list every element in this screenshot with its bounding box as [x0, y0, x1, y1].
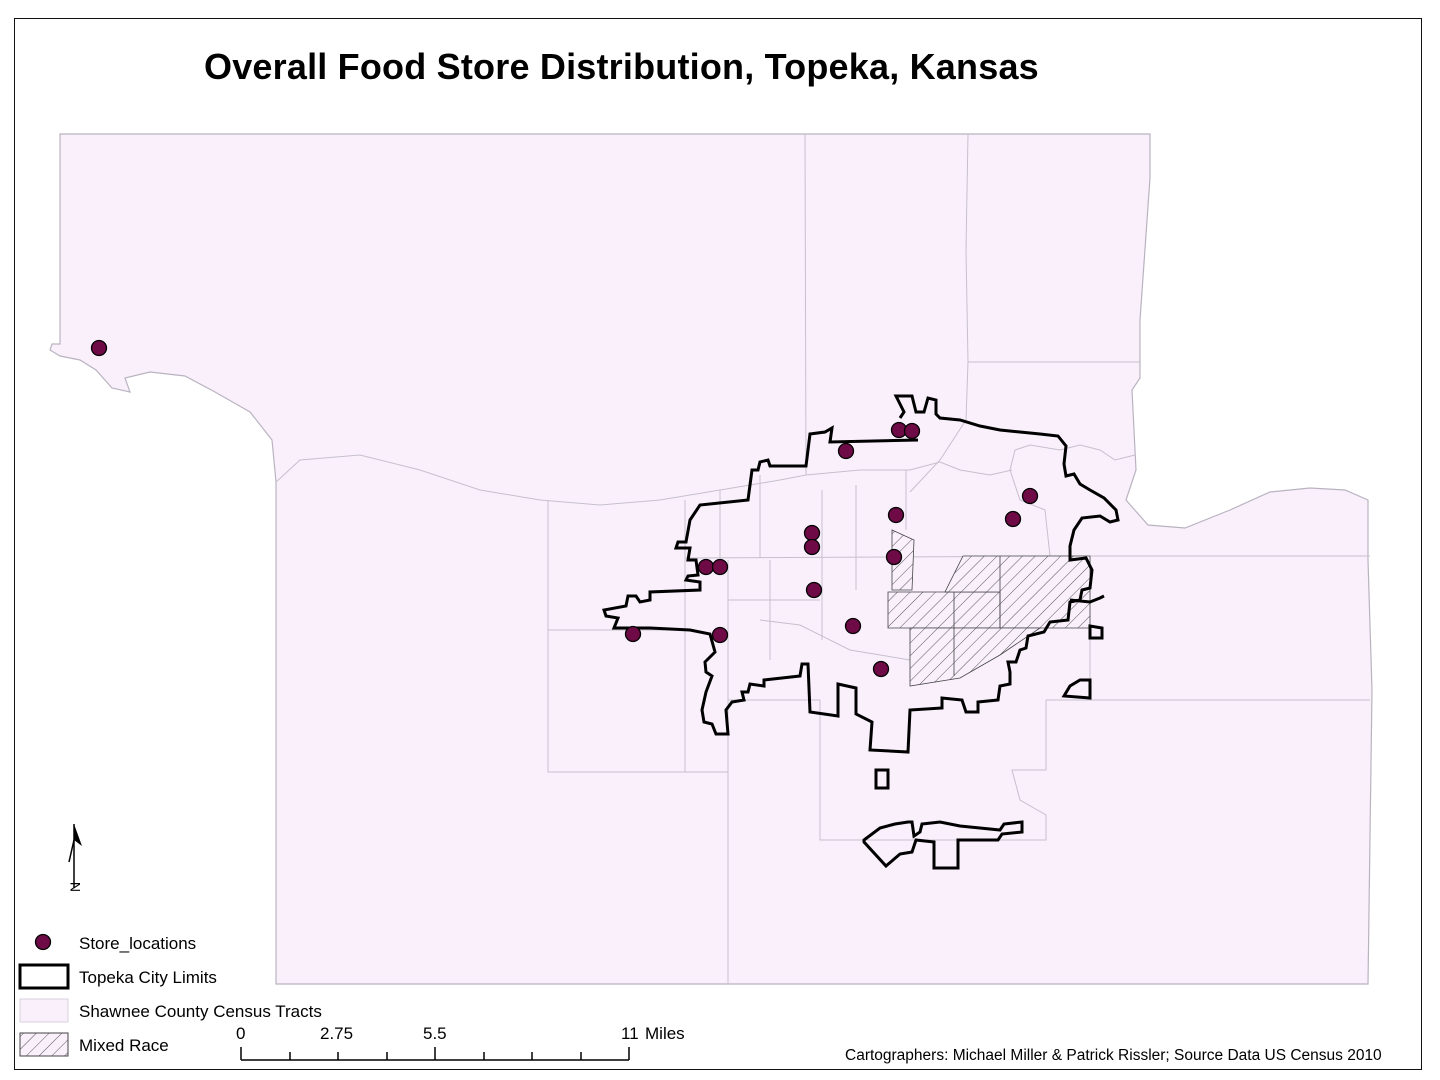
store-marker: [1004, 510, 1022, 528]
store-marker: [887, 506, 905, 524]
store-marker: [697, 558, 715, 576]
scale-tick-3: 11: [621, 1024, 639, 1043]
store-marker: [1021, 487, 1039, 505]
store-marker: [803, 538, 821, 556]
store-marker: [837, 442, 855, 460]
county-boundary: [49, 133, 1373, 985]
legend-mixed-symbol: [19, 1032, 69, 1057]
map-frame: [14, 18, 1422, 1070]
city-limits: [602, 394, 1120, 870]
legend-city-symbol: [18, 963, 70, 990]
scale-tick-1: 2.75: [320, 1024, 354, 1043]
legend-tract-symbol: [19, 998, 69, 1023]
legend-tracts-label: Shawnee County Census Tracts: [79, 1002, 322, 1021]
scale-unit: Miles: [645, 1024, 685, 1043]
legend-store-symbol: [34, 933, 52, 951]
store-marker: [805, 581, 823, 599]
store-locations: [90, 339, 1039, 678]
legend-city-label: Topeka City Limits: [79, 968, 217, 987]
credit-line: Cartographers: Michael Miller & Patrick …: [845, 1047, 1382, 1064]
legend-mixed-label: Mixed Race: [79, 1036, 169, 1055]
mixed-race-tracts: [887, 529, 1091, 687]
store-marker: [90, 339, 108, 357]
north-arrow: N: [67, 824, 83, 892]
legend-stores-label: Store_locations: [79, 934, 197, 953]
store-marker: [903, 422, 921, 440]
north-label: N: [67, 882, 83, 892]
scale-bar: [240, 1047, 630, 1061]
legend-symbols: [18, 933, 70, 1057]
scale-tick-0: 0: [236, 1024, 246, 1043]
store-marker: [885, 548, 903, 566]
store-marker: [711, 558, 729, 576]
store-marker: [803, 524, 821, 542]
store-marker: [844, 617, 862, 635]
scale-tick-2: 5.5: [423, 1024, 447, 1043]
store-marker: [711, 626, 729, 644]
map-title: Overall Food Store Distribution, Topeka,…: [204, 46, 1039, 87]
store-marker: [872, 660, 890, 678]
store-marker: [624, 625, 642, 643]
